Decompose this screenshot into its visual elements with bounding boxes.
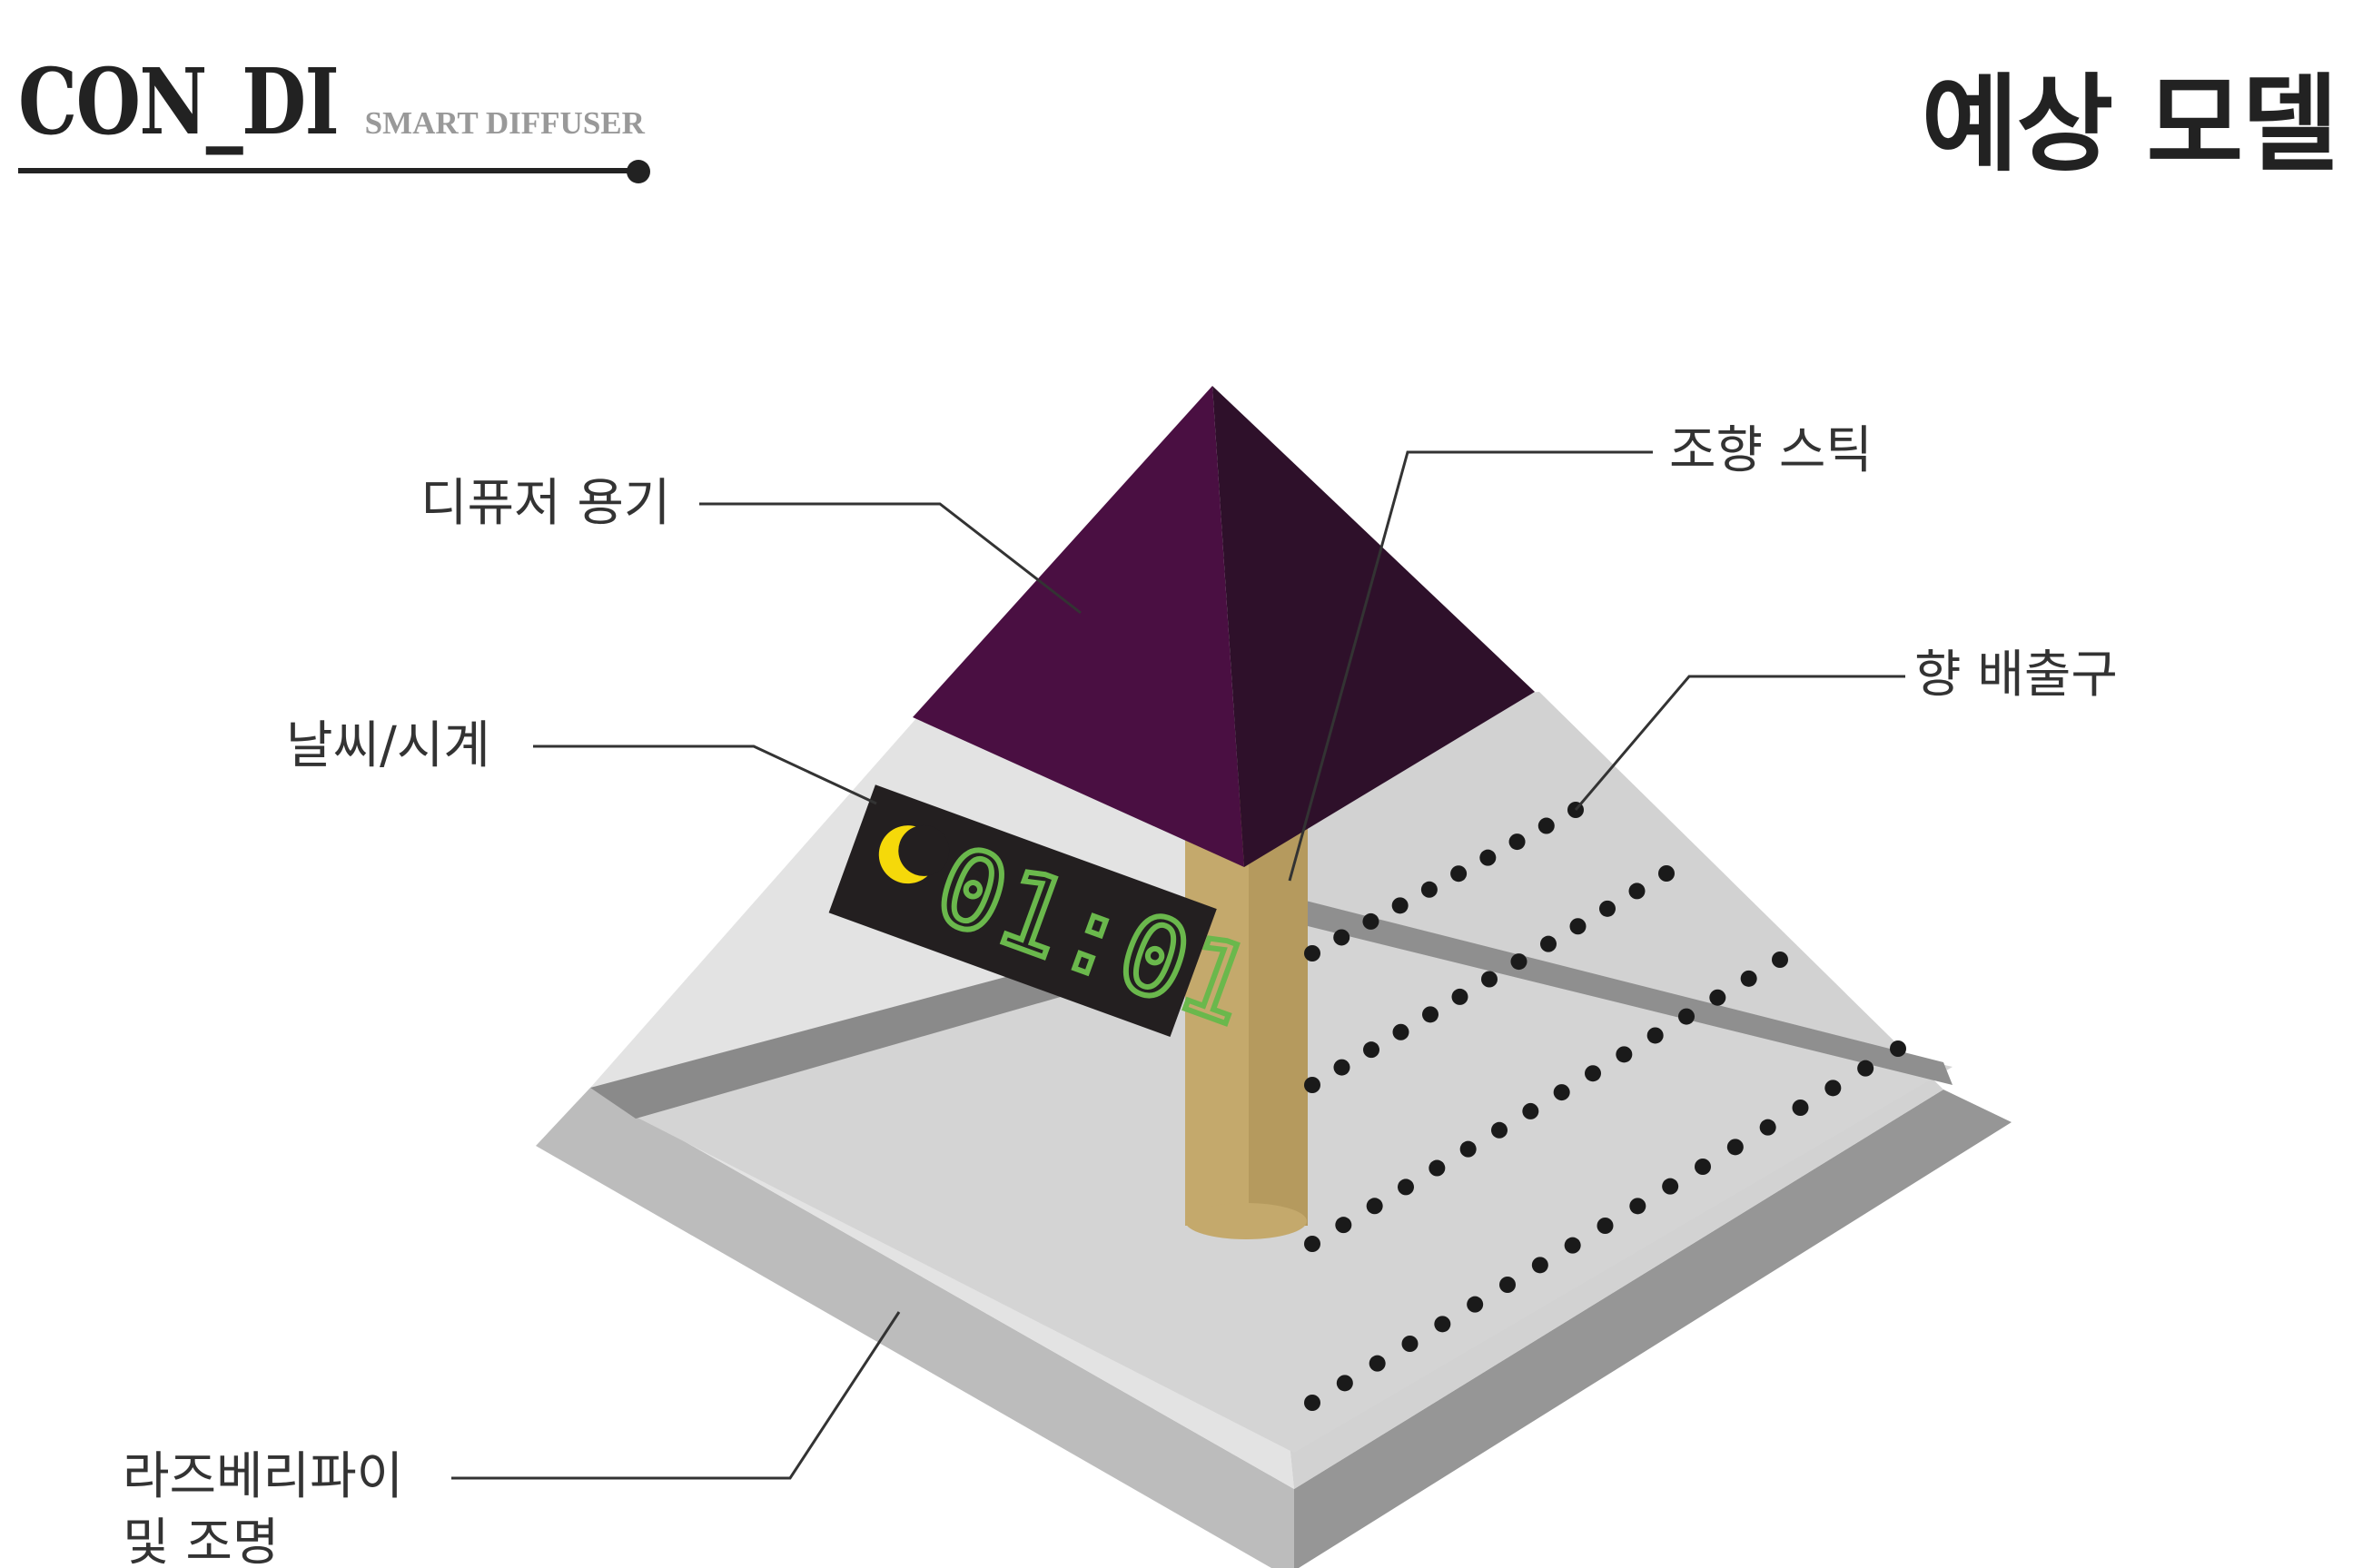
- outlet-hole: [1479, 849, 1497, 866]
- outlet-hole: [1585, 1065, 1601, 1082]
- leader-raspberry-pi: [451, 1311, 901, 1480]
- label-scent-outlet: 향 배출구: [1914, 646, 2118, 705]
- base-plinth: [536, 1088, 2012, 1568]
- outlet-hole: [1824, 1080, 1842, 1097]
- outlet-hole: [1772, 952, 1788, 968]
- outlet-hole: [1420, 881, 1438, 898]
- outlet-hole: [1616, 1046, 1633, 1063]
- outlet-hole: [1401, 1336, 1419, 1352]
- outlet-hole: [1369, 1355, 1386, 1372]
- outlet-hole: [1304, 1395, 1320, 1411]
- outlet-hole: [1662, 1178, 1679, 1195]
- leader-scent-stick: [1288, 450, 1653, 882]
- page-title: 예상 모델: [1921, 64, 2338, 186]
- outlet-hole: [1333, 1059, 1350, 1076]
- outlet-hole: [1857, 1060, 1874, 1077]
- outlet-hole: [1726, 1139, 1744, 1156]
- outlet-hole: [1740, 970, 1757, 987]
- outlet-hole: [1434, 1316, 1451, 1333]
- leader-scent-outlet: [1574, 675, 1905, 811]
- outlet-hole: [1629, 1198, 1646, 1215]
- outlet-hole: [1599, 900, 1616, 917]
- brand-subtitle: SMART DIFFUSER: [364, 105, 645, 141]
- outlet-hole: [1522, 1102, 1539, 1119]
- label-diffuser-vessel: 디퓨저 용기: [420, 474, 670, 533]
- outlet-hole: [1540, 935, 1557, 952]
- outlet-hole: [1510, 953, 1527, 971]
- outlet-hole: [1531, 1257, 1548, 1274]
- outlet-hole: [1429, 1159, 1446, 1177]
- outlet-hole: [1467, 1296, 1484, 1313]
- outlet-hole: [1304, 1077, 1320, 1093]
- outlet-hole: [1451, 988, 1468, 1005]
- outlet-hole: [1304, 945, 1320, 962]
- outlet-hole: [1792, 1100, 1809, 1116]
- outlet-hole: [1333, 929, 1350, 946]
- outlet-hole: [1363, 1041, 1379, 1059]
- brand-underline-dot: [627, 160, 650, 183]
- label-raspberry-pi-line1: 라즈베리파이: [123, 1447, 403, 1506]
- outlet-hole: [1499, 1277, 1516, 1293]
- outlet-hole: [1459, 1140, 1477, 1158]
- label-scent-stick: 조향 스틱: [1669, 421, 1873, 480]
- outlet-hole: [1398, 1178, 1414, 1196]
- leader-weather-clock: [533, 745, 877, 805]
- outlet-hole: [1553, 1084, 1570, 1101]
- outlet-hole: [1759, 1119, 1776, 1136]
- outlet-hole: [1335, 1217, 1352, 1234]
- outlet-hole: [1304, 1236, 1320, 1252]
- outlet-hole: [1678, 1008, 1695, 1025]
- outlet-hole: [1646, 1027, 1664, 1044]
- outlet-hole: [1422, 1006, 1438, 1023]
- label-raspberry-pi-line2: 및 조명: [123, 1514, 279, 1568]
- leader-diffuser-vessel: [699, 502, 1082, 615]
- outlet-hole: [1336, 1375, 1353, 1392]
- outlet-hole: [1491, 1121, 1508, 1139]
- outlet-hole: [1508, 833, 1526, 851]
- outlet-hole: [1392, 1023, 1409, 1040]
- outlet-hole: [1695, 1159, 1711, 1175]
- scent-outlet-holes: [1304, 802, 1906, 1411]
- brand-logo: CON_DI SMART DIFFUSER: [18, 56, 645, 147]
- outlet-hole: [1890, 1040, 1906, 1057]
- outlet-hole: [1628, 883, 1646, 900]
- outlet-hole: [1391, 897, 1409, 914]
- leader-lines: [451, 450, 1905, 1480]
- outlet-hole: [1481, 971, 1498, 988]
- outlet-hole: [1362, 912, 1379, 930]
- outlet-hole: [1658, 865, 1675, 882]
- brand-underline: [18, 168, 645, 173]
- outlet-hole: [1569, 918, 1587, 935]
- outlet-hole: [1564, 1237, 1581, 1254]
- label-weather-clock: 날씨/시계: [286, 716, 490, 775]
- outlet-hole: [1709, 989, 1726, 1006]
- diffuser-vessel: [913, 386, 1535, 867]
- brand-name: CON_DI: [18, 48, 340, 155]
- scent-stick: [1185, 799, 1308, 1239]
- outlet-hole: [1366, 1198, 1383, 1215]
- outlet-hole: [1537, 817, 1555, 834]
- outlet-hole: [1597, 1218, 1614, 1234]
- crescent-moon-icon: [878, 824, 950, 884]
- outlet-hole: [1450, 865, 1468, 883]
